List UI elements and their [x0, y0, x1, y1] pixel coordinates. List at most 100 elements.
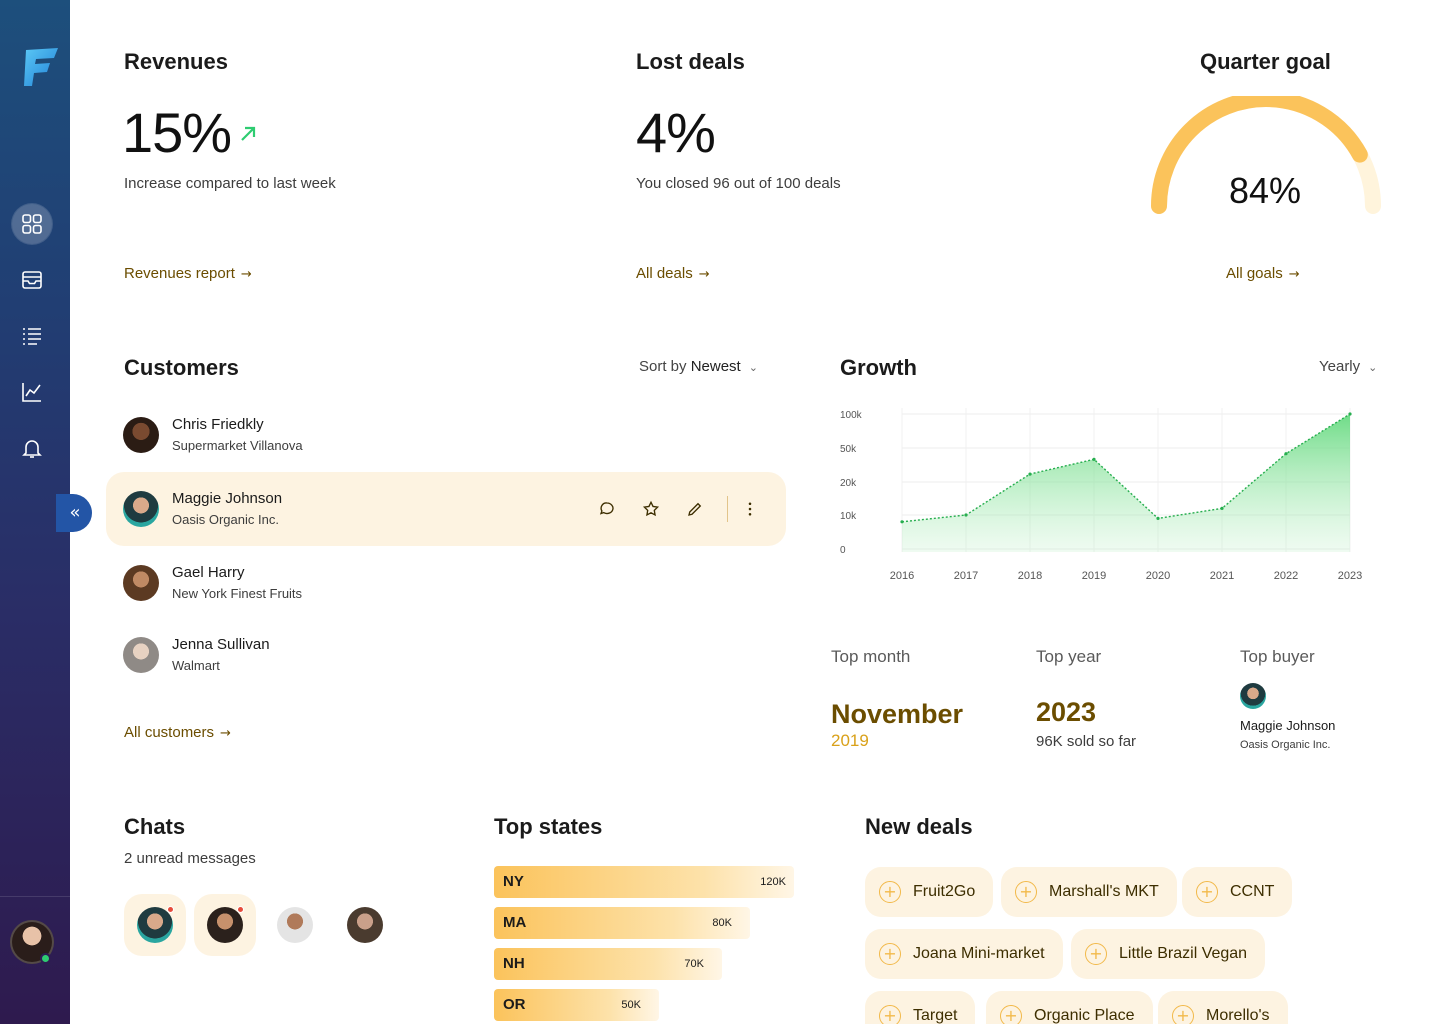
customer-company: Walmart — [172, 658, 220, 673]
all-customers-link[interactable]: All customers → — [124, 724, 231, 741]
state-code: NY — [503, 873, 524, 890]
top-year-label: Top year — [1036, 647, 1102, 666]
plus-icon: + — [879, 943, 901, 965]
growth-data-point — [1156, 516, 1160, 520]
brand-logo[interactable] — [22, 46, 60, 88]
deal-chip[interactable]: + Morello's — [1158, 991, 1288, 1024]
edit-button[interactable] — [673, 496, 717, 522]
chats-title: Chats — [124, 814, 186, 839]
online-status-dot — [40, 953, 51, 964]
top-buyer-name: Maggie Johnson — [1240, 718, 1336, 733]
gauge-progress-arc — [1151, 96, 1381, 214]
top-buyer-company: Oasis Organic Inc. — [1240, 739, 1331, 751]
x-tick-label: 2021 — [1210, 570, 1234, 582]
x-tick-label: 2017 — [954, 570, 978, 582]
state-code: MA — [503, 914, 527, 931]
x-tick-label: 2016 — [890, 570, 914, 582]
row-actions — [585, 496, 762, 522]
state-code: OR — [503, 996, 526, 1013]
customer-company: Oasis Organic Inc. — [172, 512, 279, 527]
user-avatar[interactable] — [10, 920, 54, 964]
deal-chip[interactable]: + Joana Mini-market — [865, 929, 1063, 979]
deal-name: Organic Place — [1034, 1007, 1135, 1024]
pencil-icon — [688, 502, 702, 516]
all-deals-link[interactable]: All deals → — [636, 265, 710, 282]
growth-title: Growth — [840, 355, 917, 380]
state-bar: NH 70K — [494, 948, 722, 980]
revenues-value: 15% — [122, 101, 232, 164]
arrow-right-icon: → — [698, 267, 710, 282]
new-deals-title: New deals — [865, 814, 973, 839]
customer-row[interactable]: Gael Harry New York Finest Fruits — [106, 546, 786, 620]
chart-icon — [22, 383, 41, 402]
nav-analytics[interactable] — [12, 372, 52, 412]
collapse-sidebar-button[interactable]: « — [56, 494, 92, 532]
period-dropdown[interactable]: Yearly ⌄ — [1319, 358, 1377, 375]
deal-chip[interactable]: + Little Brazil Vegan — [1071, 929, 1266, 979]
top-year-value: 2023 — [1036, 697, 1097, 727]
customer-company: New York Finest Fruits — [172, 586, 303, 601]
customer-row-selected[interactable]: Maggie Johnson Oasis Organic Inc. — [106, 472, 786, 546]
chat-avatar — [347, 907, 383, 943]
state-bar: NY 120K — [494, 866, 794, 898]
nav-list[interactable] — [12, 316, 52, 356]
customer-row[interactable]: Chris Friedkly Supermarket Villanova — [106, 398, 786, 472]
deal-name: CCNT — [1230, 883, 1275, 900]
revenues-report-link[interactable]: Revenues report → — [124, 265, 252, 282]
deal-chip[interactable]: + Marshall's MKT — [1001, 867, 1177, 917]
deal-chip[interactable]: + Organic Place — [986, 991, 1153, 1024]
favorite-button[interactable] — [629, 496, 673, 522]
state-value: 120K — [760, 876, 786, 888]
chat-avatar-button[interactable] — [194, 894, 256, 956]
arrow-up-right-icon — [241, 126, 256, 141]
y-tick-label: 10k — [840, 511, 857, 522]
quarter-goal-title: Quarter goal — [1200, 49, 1331, 74]
y-tick-label: 50k — [840, 444, 857, 455]
lost-deals-title: Lost deals — [636, 49, 745, 74]
customer-name: Maggie Johnson — [172, 490, 283, 507]
nav-dashboard[interactable] — [12, 204, 52, 244]
chat-avatar-button[interactable] — [264, 894, 326, 956]
message-button[interactable] — [585, 496, 629, 522]
growth-line — [901, 413, 1351, 523]
top-buyer-avatar — [1240, 683, 1266, 709]
revenues-report-label: Revenues report — [124, 265, 235, 282]
more-vertical-icon — [748, 502, 752, 516]
deal-chip[interactable]: + Fruit2Go — [865, 867, 994, 917]
nav-inbox[interactable] — [12, 260, 52, 300]
plus-icon: + — [1015, 881, 1037, 903]
growth-data-point — [1284, 452, 1288, 456]
list-icon — [23, 328, 41, 345]
bell-icon — [22, 440, 42, 458]
customer-name: Chris Friedkly — [172, 416, 264, 433]
nav-notifications[interactable] — [12, 428, 52, 468]
plus-icon: + — [879, 881, 901, 903]
unread-dot — [167, 906, 174, 913]
chat-avatar-button[interactable] — [124, 894, 186, 956]
all-deals-label: All deals — [636, 265, 693, 282]
customers-title: Customers — [124, 355, 239, 380]
deal-chip[interactable]: + Target — [865, 991, 976, 1024]
customer-row[interactable]: Jenna Sullivan Walmart — [106, 618, 786, 692]
deal-chip[interactable]: + CCNT — [1182, 867, 1293, 917]
double-chevron-left-icon: « — [69, 502, 81, 523]
all-customers-label: All customers — [124, 724, 215, 741]
all-goals-link[interactable]: All goals → — [1226, 265, 1300, 282]
growth-chart: 100k 50k 20k 10k 0 2016 2017 2018 2019 2020 2021 20… — [840, 408, 1362, 582]
chat-avatar-button[interactable] — [334, 894, 396, 956]
quarter-goal-value: 84% — [1228, 170, 1302, 211]
customer-avatar — [123, 565, 159, 601]
top-states-title: Top states — [494, 814, 603, 839]
growth-area — [902, 414, 1350, 552]
lost-deals-caption: You closed 96 out of 100 deals — [636, 175, 841, 192]
top-month-label: Top month — [831, 647, 911, 666]
top-buyer-label: Top buyer — [1240, 647, 1315, 666]
sidebar-divider — [0, 896, 70, 897]
sort-dropdown[interactable]: Sort by Newest ⌄ — [639, 358, 758, 375]
x-tick-label: 2020 — [1146, 570, 1170, 582]
arrow-right-icon: → — [220, 726, 231, 741]
top-month-value: November — [831, 699, 964, 729]
growth-data-point — [1220, 506, 1224, 510]
chats-caption: 2 unread messages — [124, 850, 256, 867]
more-button[interactable] — [738, 496, 762, 522]
